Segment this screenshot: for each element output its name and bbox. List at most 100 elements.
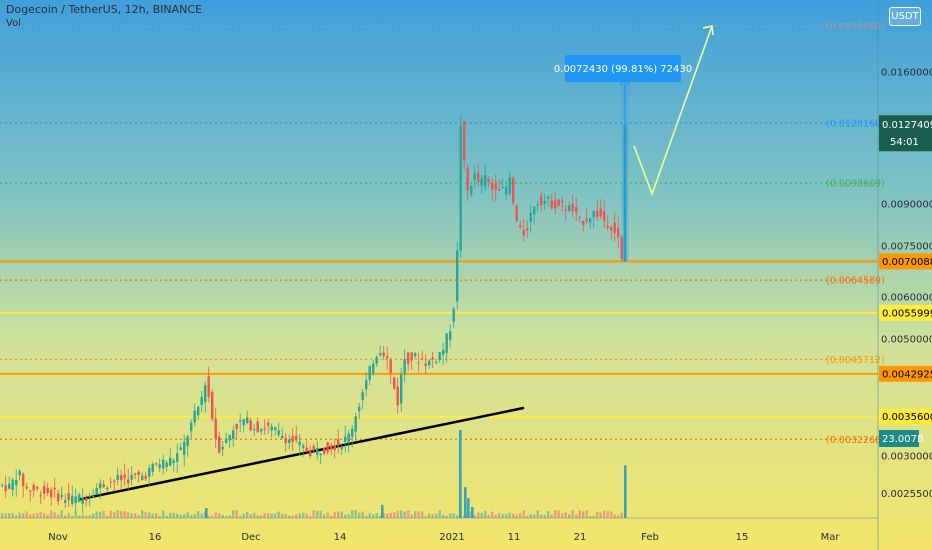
candle-body — [487, 179, 490, 182]
volume-bar — [414, 511, 417, 518]
volume-bar — [270, 513, 273, 518]
volume-bar — [410, 514, 413, 518]
volume-bar — [78, 515, 81, 518]
candle-body — [571, 204, 574, 212]
volume-bar — [151, 513, 154, 518]
volume-bar — [211, 515, 214, 518]
volume-bar — [22, 513, 25, 518]
level-label: (0.0195500) — [826, 22, 885, 33]
last-price-tag — [879, 115, 932, 152]
level-label: (0.0064589) — [826, 276, 885, 287]
volume-bar — [225, 515, 228, 518]
candle-body — [190, 422, 193, 432]
volume-bar — [214, 512, 217, 518]
candle-body — [22, 474, 25, 487]
volume-bar — [372, 514, 375, 518]
candle-body — [260, 429, 263, 432]
volume-bar — [386, 513, 389, 518]
volume-bar — [246, 511, 249, 518]
candle-body — [424, 363, 427, 366]
candle-body — [522, 229, 525, 236]
time-tick-label: 15 — [736, 532, 749, 543]
volume-bar — [130, 513, 133, 518]
volume-bar — [505, 514, 508, 518]
time-tick-label: 14 — [334, 532, 347, 543]
volume-bar — [540, 514, 543, 518]
volume-bar — [127, 512, 130, 518]
volume-bar — [60, 510, 63, 518]
volume-bar — [340, 511, 343, 518]
level-tag-label: 0.0055999 — [882, 308, 932, 319]
candle-body — [512, 177, 515, 203]
symbol-title[interactable]: Dogecoin / TetherUS, 12h, BINANCE — [6, 3, 203, 16]
volume-bar — [592, 515, 595, 518]
volume-bar — [477, 512, 480, 518]
volume-bar — [365, 515, 368, 518]
volume-bar — [4, 513, 7, 518]
candle-body — [60, 494, 63, 497]
volume-bar — [561, 513, 564, 518]
candle-body — [11, 479, 14, 491]
level-tag-label: 0.0042925 — [882, 369, 932, 380]
candle-body — [410, 352, 413, 361]
volume-bar — [106, 515, 109, 518]
volume-spike — [381, 504, 384, 518]
price-axis[interactable]: 0.00255000.00300000.00500000.00600000.00… — [881, 68, 932, 500]
volume-bar — [617, 515, 620, 518]
candle-body — [396, 386, 399, 406]
volume-bar — [361, 511, 364, 518]
time-tick-label: 11 — [508, 532, 521, 543]
time-tick-label: Mar — [821, 532, 841, 543]
volume-bar — [81, 515, 84, 518]
volume-bar — [71, 515, 74, 518]
candle-body — [354, 416, 357, 432]
volume-bar — [379, 515, 382, 518]
volume-bar — [88, 515, 91, 518]
candle-body — [36, 487, 39, 489]
volume-bar — [67, 513, 70, 518]
levels-group: (0.0195500) (0.0128160) (0.0098609) (0.0064… — [0, 22, 885, 446]
volume-bar — [445, 515, 448, 518]
candle-body — [78, 494, 81, 502]
candle-body — [57, 493, 60, 502]
time-tick-label: 16 — [149, 532, 162, 543]
volume-bar — [473, 515, 476, 518]
price-tick-label: 0.0030000 — [881, 452, 932, 463]
projection-arrowhead — [702, 25, 714, 36]
candle-body — [428, 360, 431, 366]
candle-body — [484, 174, 487, 187]
volume-bar — [522, 510, 525, 518]
volume-bar — [547, 511, 550, 518]
volume-bar — [57, 514, 60, 518]
candle-body — [456, 250, 459, 302]
volume-bar — [498, 513, 501, 518]
candle-body — [319, 453, 322, 456]
volume-bar — [277, 511, 280, 518]
volume-bar — [281, 513, 284, 518]
candle-body — [67, 493, 70, 501]
volume-bar — [232, 510, 235, 518]
volume-bar — [351, 510, 354, 518]
candle-body — [508, 176, 511, 194]
time-tick-label: 2021 — [439, 532, 464, 543]
candle-body — [193, 410, 196, 423]
volume-bar — [242, 513, 245, 518]
candle-body — [71, 495, 74, 504]
candle-body — [568, 205, 571, 212]
volume-indicator-label[interactable]: Vol — [6, 18, 21, 29]
candle-body — [540, 195, 543, 206]
volume-bar — [375, 513, 378, 518]
candle-body — [620, 237, 623, 259]
level-label: (0.0128160) — [826, 118, 885, 129]
volume-bar — [442, 514, 445, 518]
candle-body — [109, 481, 112, 483]
currency-button[interactable]: USDT — [889, 7, 921, 26]
volume-spike — [459, 430, 462, 518]
price-tick-label: 0.0060000 — [881, 292, 932, 303]
level-tag-box — [879, 408, 932, 425]
time-axis[interactable]: Nov 16 Dec 14 2021 11 21 Feb 15 Mar — [48, 532, 840, 543]
volume-bar — [137, 514, 140, 518]
volume-bar — [599, 512, 602, 518]
candle-body — [323, 447, 326, 454]
